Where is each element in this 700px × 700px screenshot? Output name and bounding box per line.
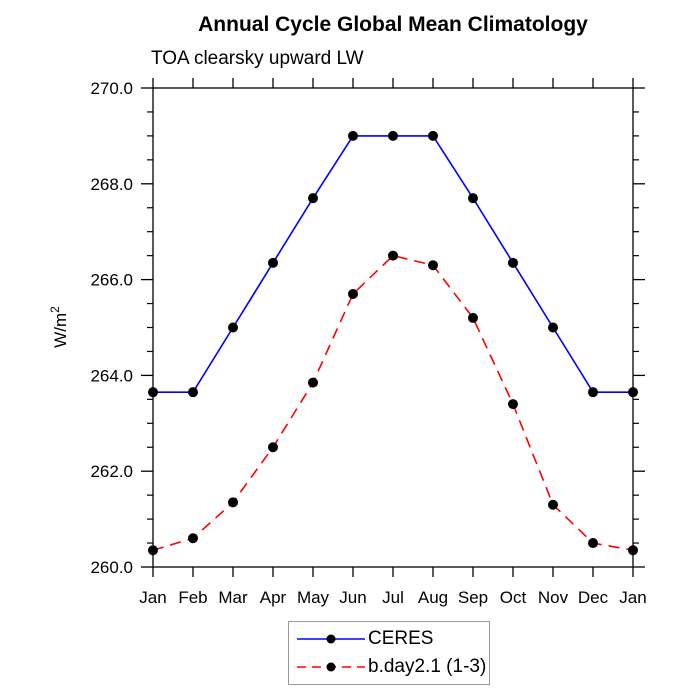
data-point-ceres-jul-6: [388, 130, 398, 141]
data-point-ceres-feb-1: [188, 387, 198, 398]
data-point-b-day2-1-1-3-jun-5: [348, 288, 358, 299]
y-axis-label: W/m2: [48, 306, 70, 348]
y-tick-label: 260.0: [90, 558, 133, 577]
x-tick-label: Jan: [139, 588, 166, 607]
data-point-ceres-aug-7: [428, 130, 438, 141]
x-tick-label: Feb: [178, 588, 207, 607]
legend-item-bday21: b.day2.1 (1-3): [289, 653, 489, 681]
x-tick-label: Jun: [339, 588, 366, 607]
legend-label-ceres: CERES: [368, 628, 434, 649]
data-point-b-day2-1-1-3-jan-12: [628, 545, 638, 556]
data-point-ceres-apr-3: [268, 257, 278, 268]
legend-item-ceres: CERES: [289, 625, 489, 653]
chart-subtitle: TOA clearsky upward LW: [151, 48, 364, 69]
data-point-b-day2-1-1-3-aug-7: [428, 260, 438, 271]
x-tick-label: Aug: [418, 588, 448, 607]
x-tick-label: Sep: [458, 588, 488, 607]
data-point-ceres-may-4: [308, 193, 318, 204]
data-point-b-day2-1-1-3-feb-1: [188, 533, 198, 544]
data-point-ceres-jun-5: [348, 130, 358, 141]
legend-marker-ceres-icon: [326, 634, 336, 644]
legend-label-bday21: b.day2.1 (1-3): [368, 656, 487, 677]
legend-sample-bday21: [297, 662, 365, 672]
legend: CERES b.day2.1 (1-3): [288, 621, 490, 685]
legend-sample-ceres: [297, 634, 365, 644]
data-point-b-day2-1-1-3-apr-3: [268, 442, 278, 453]
x-tick-label: Mar: [218, 588, 248, 607]
data-point-b-day2-1-1-3-sep-8: [468, 312, 478, 323]
y-tick-label: 262.0: [90, 462, 133, 481]
series-line-b-day2-1-1-3: [152, 254, 634, 552]
x-tick-label: May: [297, 588, 330, 607]
y-tick-label: 270.0: [90, 79, 133, 98]
y-tick-label: 264.0: [90, 366, 133, 385]
series-line-ceres: [153, 135, 633, 393]
data-point-ceres-oct-9: [508, 257, 518, 268]
x-tick-label: Jan: [619, 588, 646, 607]
data-point-ceres-dec-11: [588, 387, 598, 398]
y-tick-label: 268.0: [90, 175, 133, 194]
chart-title: Annual Cycle Global Mean Climatology: [198, 13, 588, 36]
x-tick-label: Oct: [500, 588, 527, 607]
data-point-ceres-jan-12: [628, 387, 638, 398]
x-tick-label: Jul: [382, 588, 404, 607]
data-point-b-day2-1-1-3-jul-6: [388, 250, 398, 261]
data-point-b-day2-1-1-3-dec-11: [588, 538, 598, 549]
x-tick-label: Nov: [538, 588, 569, 607]
data-point-b-day2-1-1-3-mar-2: [228, 497, 238, 508]
x-tick-label: Dec: [578, 588, 609, 607]
plot-frame: [152, 87, 634, 568]
x-tick-label: Apr: [260, 588, 287, 607]
data-point-ceres-nov-10: [548, 322, 558, 333]
y-axis-label-exponent: 2: [48, 306, 62, 313]
y-axis-label-base: W/m: [51, 313, 70, 348]
data-point-ceres-mar-2: [228, 322, 238, 333]
data-point-ceres-jan-0: [148, 387, 158, 398]
data-point-b-day2-1-1-3-jan-0: [148, 545, 158, 556]
data-point-ceres-sep-8: [468, 193, 478, 204]
data-point-b-day2-1-1-3-may-4: [308, 377, 318, 388]
y-tick-label: 266.0: [90, 271, 133, 290]
legend-marker-bday21-icon: [326, 662, 336, 672]
data-point-b-day2-1-1-3-oct-9: [508, 399, 518, 410]
data-point-b-day2-1-1-3-nov-10: [548, 499, 558, 510]
